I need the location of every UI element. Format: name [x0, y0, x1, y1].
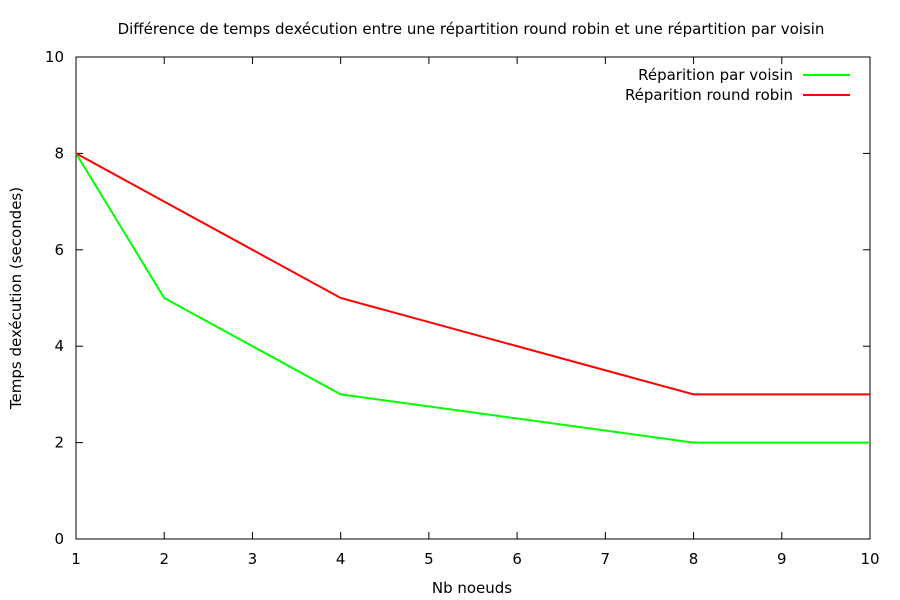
- x-axis-ticks: 1 2 3 4 5 6 7 8 9 10: [71, 57, 880, 568]
- y-tick-label: 0: [54, 530, 64, 548]
- y-tick-label: 6: [54, 241, 64, 259]
- y-axis-ticks: 0 2 4 6 8 10: [45, 48, 870, 548]
- x-tick-label: 6: [512, 550, 522, 568]
- x-tick-label: 7: [601, 550, 611, 568]
- y-tick-label: 4: [54, 337, 64, 355]
- x-tick-label: 10: [860, 550, 879, 568]
- x-tick-label: 2: [159, 550, 169, 568]
- y-tick-label: 2: [54, 434, 64, 452]
- legend-label-1: Réparition par voisin: [638, 66, 793, 84]
- x-axis-label: Nb noeuds: [432, 579, 512, 597]
- plot-frame: [75, 56, 871, 540]
- x-tick-label: 5: [424, 550, 434, 568]
- x-tick-label: 9: [777, 550, 787, 568]
- chart-title: Différence de temps dexécution entre une…: [118, 20, 825, 38]
- series-line-2: [75, 152, 870, 396]
- series-layer: [75, 152, 870, 444]
- legend-label-2: Réparition round robin: [625, 86, 793, 104]
- y-tick-label: 10: [45, 48, 64, 66]
- legend: Réparition par voisin Réparition round ro…: [625, 66, 850, 104]
- x-tick-label: 8: [689, 550, 699, 568]
- x-tick-label: 1: [71, 550, 81, 568]
- y-axis-label: Temps dexécution (secondes): [7, 187, 25, 410]
- y-tick-label: 8: [54, 144, 64, 162]
- x-tick-label: 3: [248, 550, 258, 568]
- x-tick-label: 4: [336, 550, 346, 568]
- series-line-1: [75, 152, 870, 444]
